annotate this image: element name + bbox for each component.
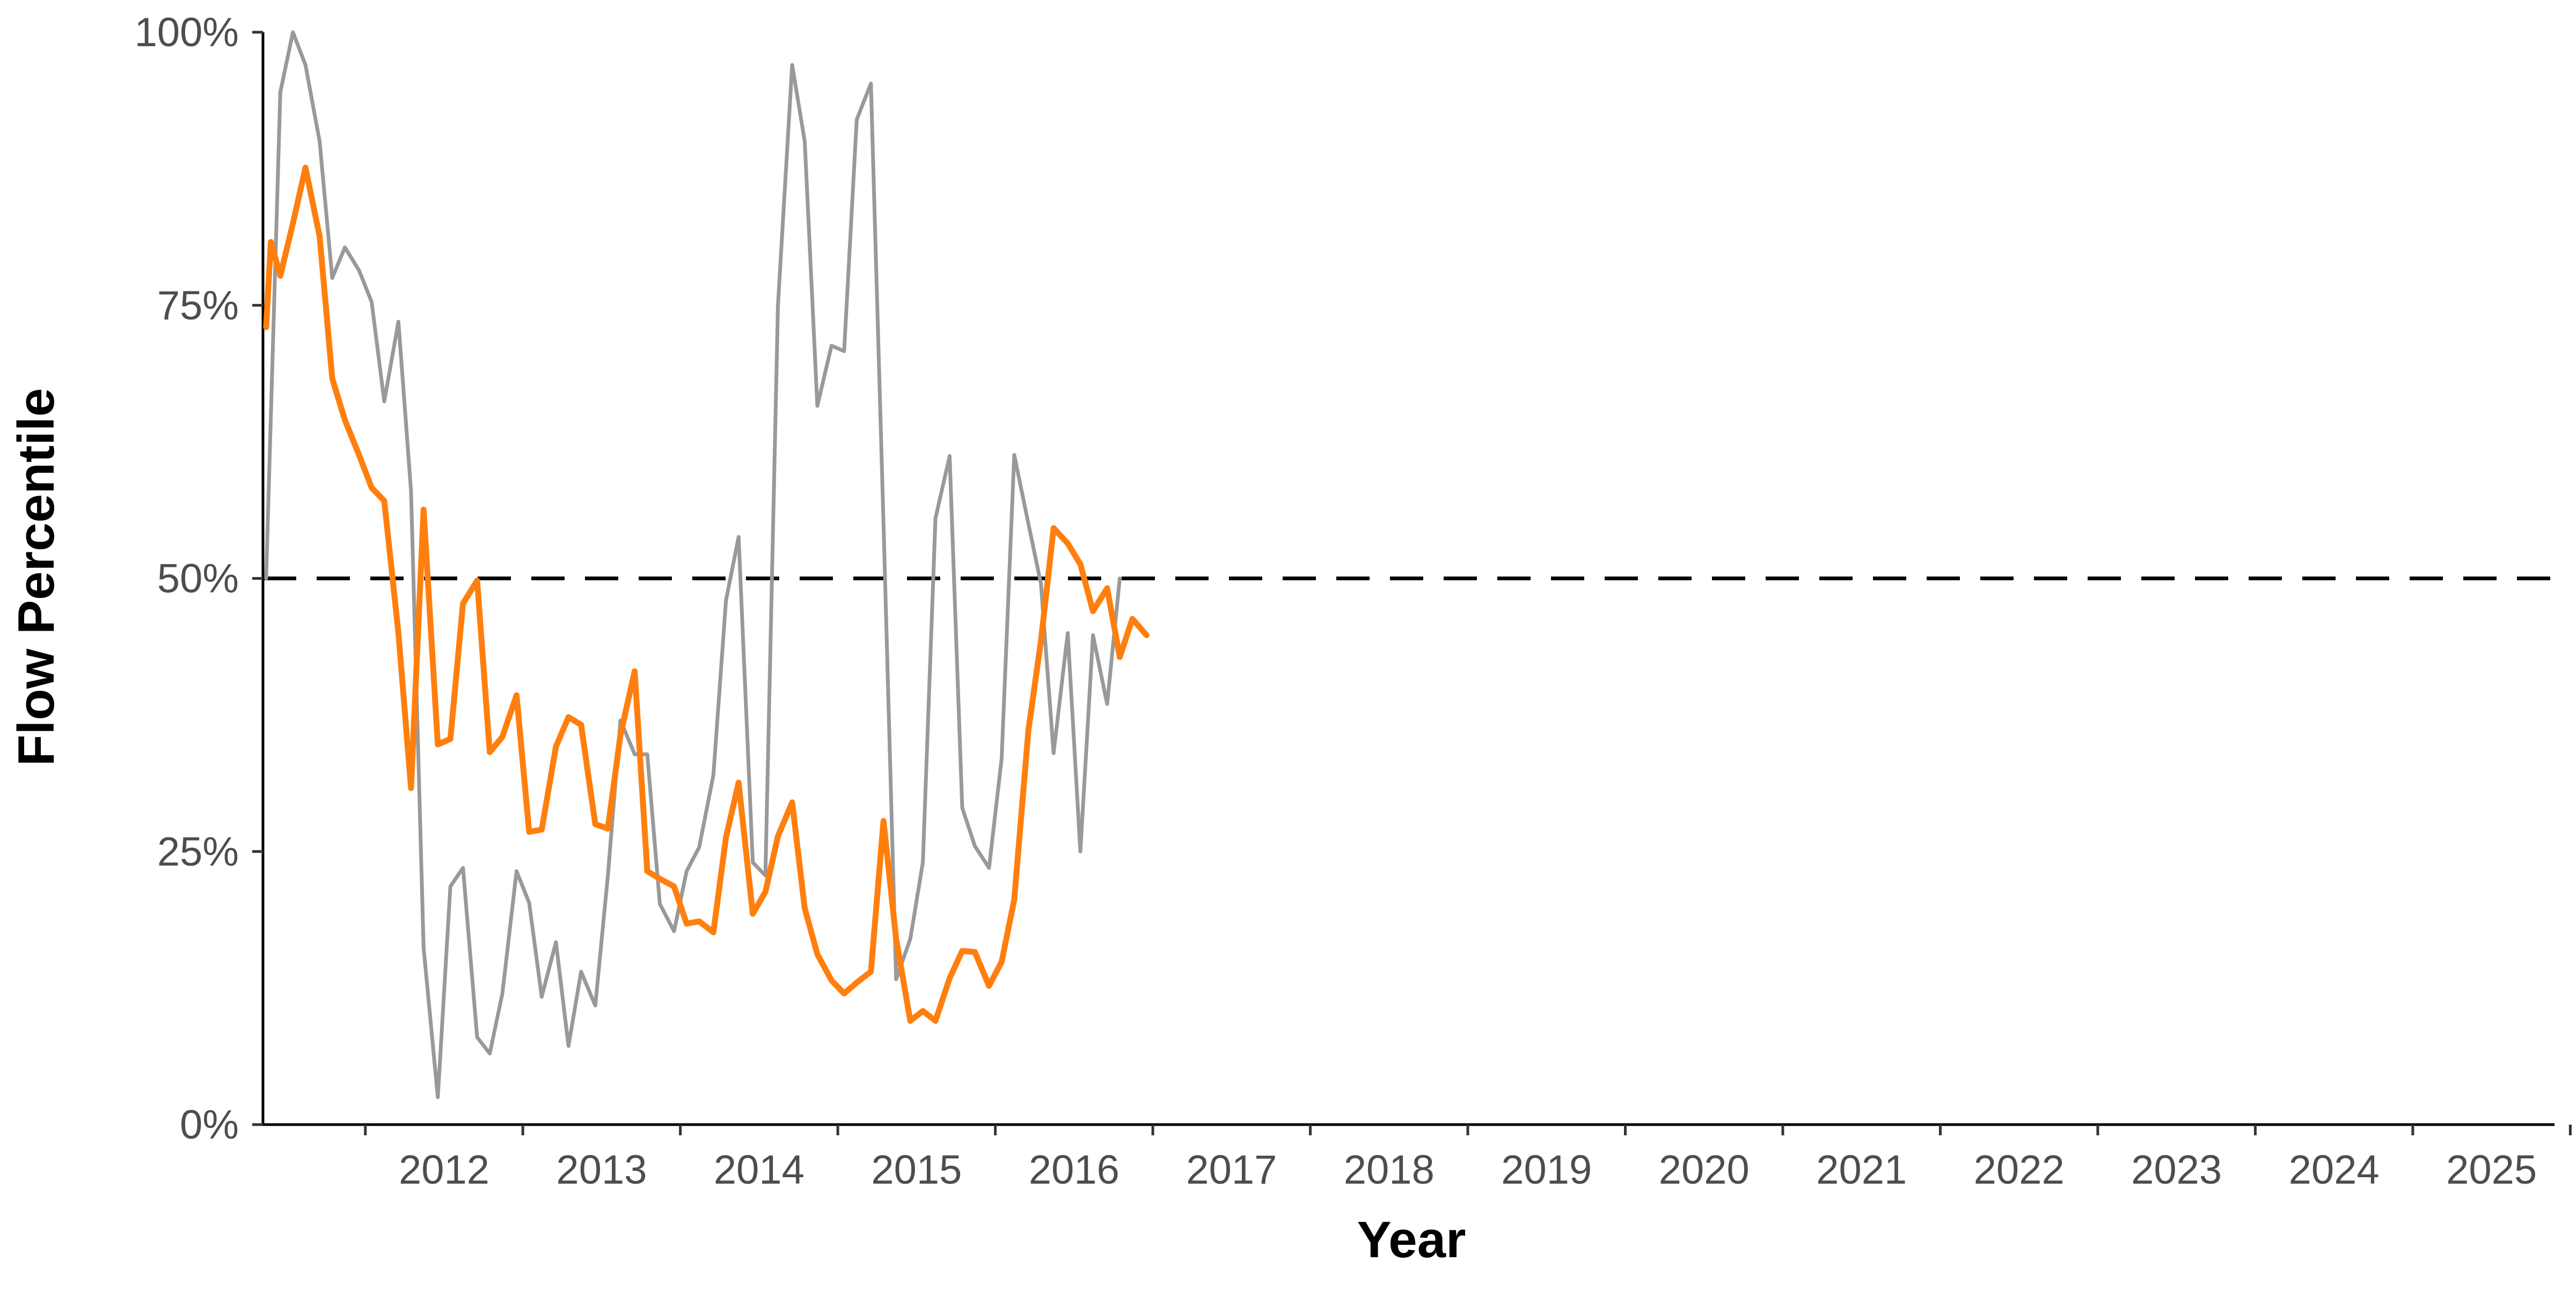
x-tick-label: 2012 (399, 1147, 489, 1193)
y-tick-label: 100% (135, 10, 239, 55)
x-tick-label: 2015 (871, 1147, 962, 1193)
y-tick-label: 50% (157, 556, 239, 602)
x-tick-label: 2014 (714, 1147, 804, 1193)
x-tick-label: 2013 (556, 1147, 647, 1193)
x-tick-label: 2016 (1029, 1147, 1119, 1193)
y-axis-title: Flow Percentile (8, 388, 65, 766)
x-tick-label: 2020 (1659, 1147, 1750, 1193)
series-line-gray (264, 30, 1122, 1099)
y-tick-label: 75% (157, 283, 239, 329)
x-tick-label: 2017 (1186, 1147, 1277, 1193)
series-group (263, 30, 1150, 1099)
x-tick-label: 2024 (2289, 1147, 2380, 1193)
series-line-orange (263, 164, 1150, 1024)
x-tick-label: 2021 (1816, 1147, 1907, 1193)
x-tick-label: 2018 (1344, 1147, 1435, 1193)
x-axis: 2012 2013 2014 2015 2016 2017 2018 2019 2020 2021… (263, 1123, 2572, 1193)
x-tick-label: 2019 (1501, 1147, 1592, 1193)
x-tick-label: 2023 (2131, 1147, 2222, 1193)
x-tick-label: 2025 (2446, 1147, 2537, 1193)
y-tick-label: 25% (157, 829, 239, 874)
x-tick-label: 2022 (1974, 1147, 2065, 1193)
y-tick-label: 0% (180, 1102, 239, 1148)
y-axis: 0% 25% 50% 75% 100% (135, 10, 265, 1148)
x-axis-title: Year (1357, 1211, 1466, 1268)
